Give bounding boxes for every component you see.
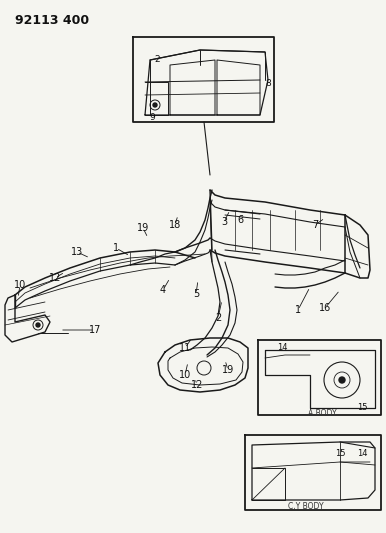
- Text: A BODY: A BODY: [308, 408, 336, 417]
- Text: 1: 1: [113, 243, 119, 253]
- Text: 1: 1: [295, 305, 301, 315]
- Text: 10: 10: [179, 370, 191, 380]
- Circle shape: [36, 323, 40, 327]
- Text: 92113 400: 92113 400: [15, 14, 89, 27]
- Text: 18: 18: [169, 220, 181, 230]
- Text: 15: 15: [357, 403, 367, 413]
- Text: 10: 10: [14, 280, 26, 290]
- Text: 11: 11: [179, 343, 191, 353]
- Text: 3: 3: [221, 217, 227, 227]
- Text: 6: 6: [237, 215, 243, 225]
- Text: 14: 14: [277, 343, 287, 352]
- Text: 13: 13: [71, 247, 83, 257]
- Text: 8: 8: [265, 78, 271, 87]
- Text: 12: 12: [49, 273, 61, 283]
- Text: 7: 7: [312, 220, 318, 230]
- Text: 5: 5: [193, 289, 199, 299]
- Text: C,Y BODY: C,Y BODY: [288, 503, 324, 512]
- Text: 2: 2: [154, 55, 160, 64]
- Text: 2: 2: [215, 313, 221, 323]
- Text: 16: 16: [319, 303, 331, 313]
- Text: 12: 12: [191, 380, 203, 390]
- Text: 19: 19: [222, 365, 234, 375]
- Circle shape: [153, 103, 157, 107]
- Circle shape: [339, 377, 345, 383]
- Text: 9: 9: [149, 114, 155, 123]
- Text: 19: 19: [137, 223, 149, 233]
- Text: 4: 4: [160, 285, 166, 295]
- Text: 14: 14: [357, 448, 367, 457]
- Text: 17: 17: [89, 325, 101, 335]
- Text: 15: 15: [335, 448, 345, 457]
